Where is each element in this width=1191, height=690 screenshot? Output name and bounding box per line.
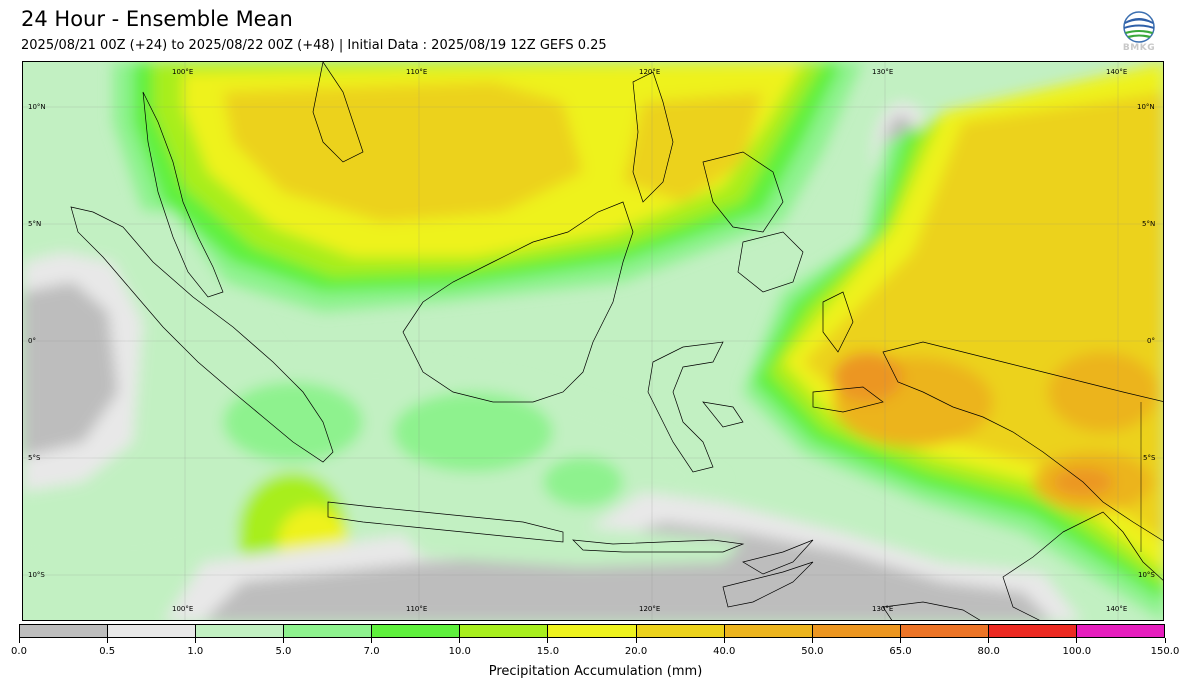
colorbar-tick (1076, 638, 1078, 643)
colorbar-tick (106, 638, 108, 643)
colorbar-tick-label: 50.0 (801, 646, 824, 657)
lon-label-top: 130°E (872, 68, 894, 76)
colorbar-segment (636, 625, 725, 637)
colorbar-segment (460, 625, 549, 637)
colorbar-tick-label: 0.0 (11, 646, 27, 657)
colorbar-tick (371, 638, 373, 643)
colorbar-tick (18, 638, 20, 643)
lon-label-bottom: 120°E (639, 605, 661, 613)
colorbar-segment (1076, 625, 1165, 637)
lat-label-right: 10°N (1137, 103, 1155, 111)
colorbar-tick (459, 638, 461, 643)
colorbar-tick (1164, 638, 1166, 643)
colorbar-tick-label: 65.0 (889, 646, 912, 657)
colorbar-tick (723, 638, 725, 643)
lat-label-right: 5°S (1143, 454, 1156, 462)
chart-subtitle: 2025/08/21 00Z (+24) to 2025/08/22 00Z (… (21, 38, 607, 53)
lat-label-right: 10°S (1138, 571, 1155, 579)
colorbar-tick (635, 638, 637, 643)
coastlines (70, 62, 1163, 620)
colorbar-segment (372, 625, 461, 637)
colorbar-tick-label: 0.5 (99, 646, 116, 657)
colorbar-tick-label: 10.0 (448, 646, 471, 657)
colorbar-tick-label: 20.0 (624, 646, 648, 657)
precipitation-map: 100°E 110°E 120°E 130°E 140°E 100°E 110°… (22, 61, 1164, 621)
precipitation-field (23, 62, 1163, 620)
lat-label-left: 0° (28, 337, 36, 345)
colorbar-tick-label: 15.0 (536, 646, 560, 657)
lon-label-bottom: 140°E (1106, 605, 1128, 613)
lat-label-left: 10°S (28, 571, 45, 579)
colorbar-segment (196, 625, 285, 637)
lat-label-right: 5°N (1142, 220, 1156, 228)
lon-label-top: 140°E (1106, 68, 1128, 76)
colorbar-tick (282, 638, 284, 643)
lon-label-top: 110°E (406, 68, 428, 76)
bmkg-logo-icon: BMKG (1119, 10, 1159, 58)
colorbar-segment (812, 625, 901, 637)
lat-label-left: 10°N (28, 103, 46, 111)
logo-text: BMKG (1122, 43, 1156, 53)
lon-label-top: 100°E (172, 68, 194, 76)
graticule (23, 62, 1163, 620)
colorbar-tick-label: 100.0 (1062, 646, 1092, 657)
colorbar-tick (988, 638, 990, 643)
lat-label-right: 0° (1147, 337, 1155, 345)
colorbar-tick (900, 638, 902, 643)
lat-label-left: 5°N (28, 220, 42, 228)
colorbar-segment (284, 625, 373, 637)
colorbar-tick-label: 1.0 (187, 646, 204, 657)
colorbar-segment (988, 625, 1077, 637)
colorbar-label: Precipitation Accumulation (mm) (488, 664, 703, 679)
lon-label-top: 120°E (639, 68, 661, 76)
colorbar (19, 624, 1165, 638)
colorbar-segment (724, 625, 813, 637)
colorbar-segment (548, 625, 637, 637)
lon-label-bottom: 110°E (406, 605, 428, 613)
colorbar-tick (811, 638, 813, 643)
colorbar-tick (547, 638, 549, 643)
colorbar-tick (194, 638, 196, 643)
colorbar-tick-label: 80.0 (977, 646, 1000, 657)
colorbar-tick-label: 40.0 (713, 646, 736, 657)
lon-label-bottom: 100°E (172, 605, 194, 613)
lat-label-left: 5°S (28, 454, 41, 462)
colorbar-segment (900, 625, 989, 637)
lon-label-bottom: 130°E (872, 605, 894, 613)
logo-emblem (1123, 11, 1155, 43)
colorbar-tick-label: 7.0 (363, 646, 380, 657)
colorbar-segment (20, 625, 109, 637)
colorbar-tick-label: 5.0 (275, 646, 292, 657)
chart-title: 24 Hour - Ensemble Mean (21, 7, 293, 31)
colorbar-segment (108, 625, 197, 637)
colorbar-tick-label: 150.0 (1150, 646, 1180, 657)
